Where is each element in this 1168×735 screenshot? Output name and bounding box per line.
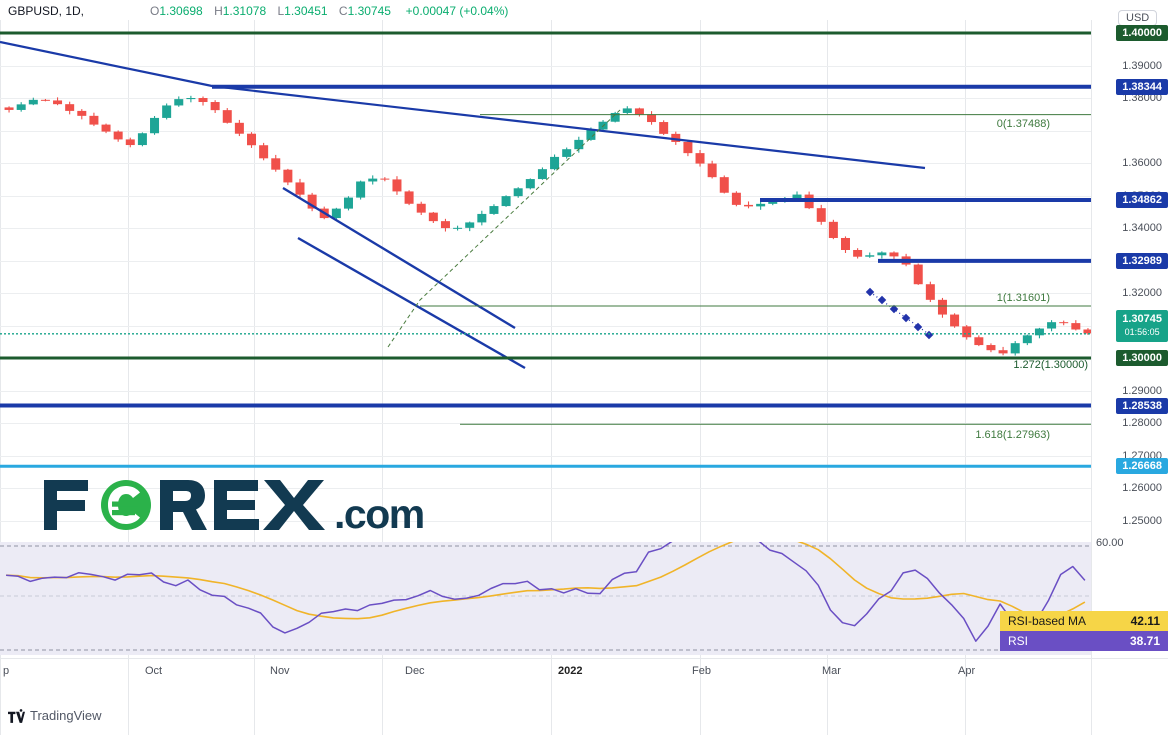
svg-text:1.272(1.30000): 1.272(1.30000) [1013,359,1088,371]
svg-text:.com: .com [334,491,424,537]
svg-text:1.618(1.27963): 1.618(1.27963) [975,429,1050,441]
svg-text:0(1.37488): 0(1.37488) [997,118,1050,130]
svg-text:1(1.31601): 1(1.31601) [997,292,1050,304]
